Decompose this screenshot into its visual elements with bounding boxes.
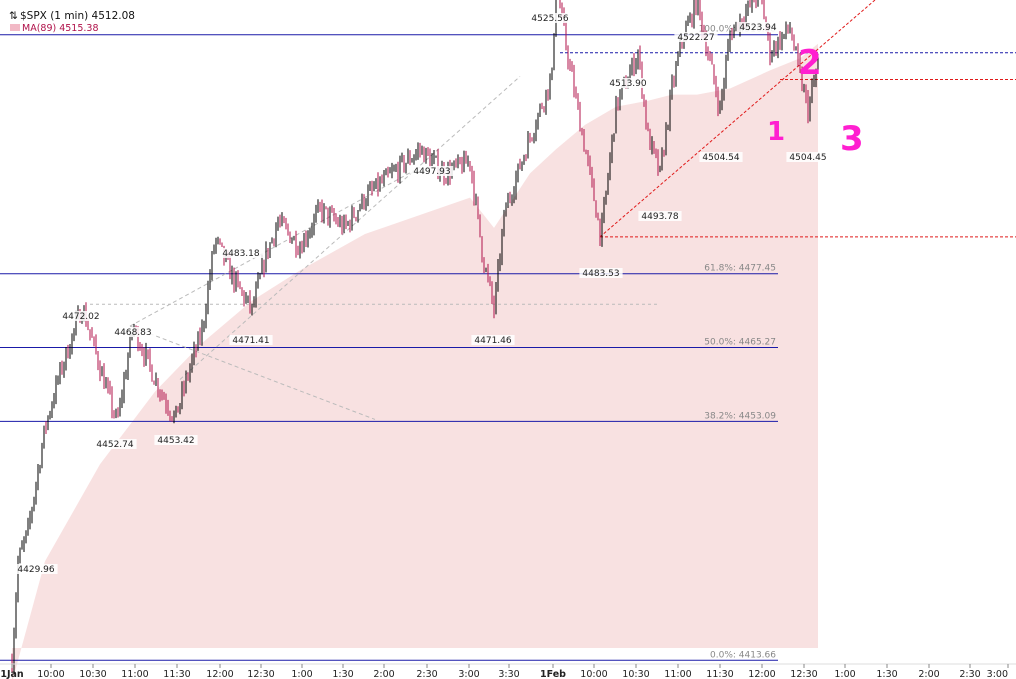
symbol-icon: ⇅ (9, 10, 18, 22)
price-label: 4522.27 (677, 33, 714, 43)
x-tick-label: 12:00 (206, 669, 233, 679)
chart-header: ⇅ $SPX (1 min) 4512.08 MA(89) 4515.38 (9, 10, 135, 34)
price-label-bg (736, 22, 780, 32)
price-label: 4525.56 (531, 14, 568, 24)
x-tick-label: 3:00 (987, 669, 1008, 679)
price-label-bg (638, 211, 682, 221)
price-label: 4471.46 (474, 336, 511, 346)
price-label: 4429.96 (17, 565, 54, 575)
price-label-bg (786, 152, 830, 162)
price-label: 4493.78 (641, 212, 678, 222)
fib-label: 50.0%: 4465.27 (704, 338, 776, 348)
x-tick-label: 1:00 (291, 669, 312, 679)
x-tick-label: 10:30 (622, 669, 649, 679)
price-label: 4483.53 (582, 269, 619, 279)
price-label-bg (579, 268, 623, 278)
price-label-bg (699, 152, 743, 162)
price-label: 4453.42 (157, 436, 194, 446)
price-label: 4468.83 (114, 328, 151, 338)
price-label-bg (674, 32, 718, 42)
price-label-bg (93, 439, 137, 449)
fib-label: 0.0%: 4413.66 (710, 650, 776, 660)
price-label-bg (229, 335, 273, 345)
x-tick-label: 11:00 (664, 669, 691, 679)
wave-label: 3 (840, 119, 864, 159)
trendline (599, 0, 876, 238)
price-label: 4523.94 (739, 23, 776, 33)
x-tick-label: 1:30 (876, 669, 897, 679)
price-label-bg (410, 166, 454, 176)
price-label: 4504.45 (789, 153, 826, 163)
price-label: 4483.18 (222, 249, 259, 259)
price-label: 4513.90 (609, 79, 646, 89)
price-label-bg (606, 78, 650, 88)
x-tick-label: 2:30 (959, 669, 980, 679)
fib-label: 38.2%: 4453.09 (704, 411, 776, 421)
x-tick-label: 3:30 (498, 669, 519, 679)
ma-legend-swatch (10, 24, 20, 31)
x-tick-label: 10:00 (37, 669, 64, 679)
price-label-bg (14, 564, 58, 574)
x-tick-label: 11:30 (706, 669, 733, 679)
x-tick-label: 10:00 (580, 669, 607, 679)
x-tick-label: 3:00 (458, 669, 479, 679)
price-label: 4472.02 (62, 312, 99, 322)
x-tick-label: 1:30 (332, 669, 353, 679)
price-label: 4504.54 (702, 153, 739, 163)
ma89-fill (12, 43, 818, 679)
x-tick-label: 11:00 (121, 669, 148, 679)
grey-trendline (129, 325, 376, 420)
ma-line: MA(89) 4515.38 (22, 23, 99, 34)
x-tick-label: 2:00 (373, 669, 394, 679)
x-tick-label: 12:30 (790, 669, 817, 679)
price-label: 4471.41 (232, 336, 269, 346)
price-label-bg (219, 248, 263, 258)
price-label-bg (154, 435, 198, 445)
fib-label: 61.8%: 4477.45 (704, 264, 776, 274)
x-axis: 1Jan 10:00 10:30 11:00 11:30 12:00 12:30 1:00 1:… (0, 663, 1016, 679)
wave-label: 1 (767, 117, 785, 147)
x-tick-label: 2:30 (416, 669, 437, 679)
price-label-bg (59, 311, 103, 321)
x-tick-label: 1Jan (0, 669, 24, 679)
price-labels: 4429.96 4472.02 4468.83 4452.74 4453.42 4483.… (14, 13, 830, 575)
x-tick-label: 12:30 (247, 669, 274, 679)
wave-labels: 2 1 3 (767, 43, 864, 159)
x-tick-label: 11:30 (163, 669, 190, 679)
price-label-bg (528, 13, 572, 23)
price-label-bg (111, 327, 155, 337)
wave-label: 2 (798, 43, 822, 83)
symbol-line: $SPX (1 min) 4512.08 (20, 10, 135, 22)
x-tick-label: 12:00 (748, 669, 775, 679)
price-label-bg (471, 335, 515, 345)
x-tick-label: 2:00 (918, 669, 939, 679)
price-label: 4497.93 (413, 167, 450, 177)
x-tick-label: 10:30 (79, 669, 106, 679)
ma89-area (12, 43, 818, 679)
x-tick-label: 1:00 (834, 669, 855, 679)
price-label: 4452.74 (96, 440, 133, 450)
x-tick-label: 1Feb (540, 669, 566, 679)
